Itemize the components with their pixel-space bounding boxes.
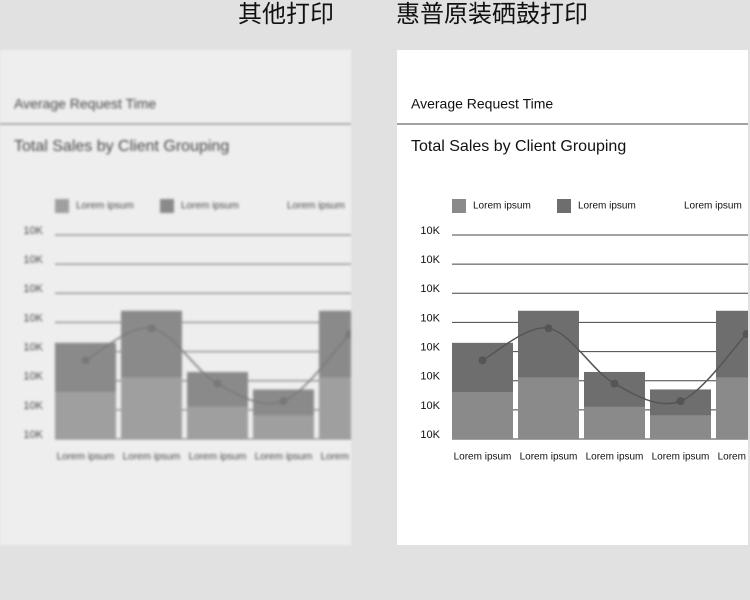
y-tick-label: 10K (23, 225, 43, 237)
x-tick-label: Lorem ipsum (57, 452, 115, 463)
line-point (610, 379, 619, 388)
legend-label: Lorem ipsum (287, 201, 345, 212)
y-tick-label: 10K (420, 225, 440, 237)
bar-segment (518, 377, 579, 439)
line-point (478, 356, 487, 365)
bar-segment (452, 392, 513, 439)
legend-swatch (452, 199, 466, 213)
chart-title: Total Sales by Client Grouping (14, 138, 229, 155)
bar-segment (716, 377, 748, 439)
chart-title: Total Sales by Client Grouping (411, 138, 626, 155)
x-tick-label: Lorem ipsum (652, 452, 710, 463)
bar-segment (716, 310, 748, 378)
y-tick-label: 10K (23, 254, 43, 266)
line-point (345, 330, 351, 339)
y-tick-label: 10K (420, 254, 440, 266)
y-tick-label: 10K (420, 429, 440, 441)
y-tick-label: 10K (23, 429, 43, 441)
y-tick-label: 10K (420, 341, 440, 353)
line-point (742, 330, 748, 339)
line-point (213, 379, 222, 388)
y-tick-label: 10K (23, 371, 43, 383)
line-point (147, 324, 156, 333)
y-tick-label: 10K (420, 400, 440, 412)
legend-label: Lorem ipsum (181, 201, 239, 212)
panel-blurred: Average Request Time Total Sales by Clien… (0, 50, 351, 545)
y-tick-label: 10K (420, 371, 440, 383)
line-point (544, 324, 553, 333)
x-tick-label: Lorem ipsum (586, 452, 644, 463)
panel-bg (0, 50, 351, 545)
bar-segment (584, 371, 645, 407)
y-tick-label: 10K (420, 283, 440, 295)
panel-bg (397, 50, 748, 545)
heading: Average Request Time (411, 96, 553, 112)
y-tick-label: 10K (23, 341, 43, 353)
legend-label: Lorem ipsum (473, 201, 531, 212)
bar-segment (650, 415, 711, 439)
legend-swatch (55, 199, 69, 213)
bar-segment (187, 406, 248, 439)
bar-segment (319, 377, 351, 439)
bar-segment (55, 392, 116, 439)
y-tick-label: 10K (23, 400, 43, 412)
legend-label: Lorem ipsum (76, 201, 134, 212)
bar-segment (55, 342, 116, 393)
bar-segment (121, 377, 182, 439)
x-tick-label: Lorem ipsum (718, 452, 748, 463)
caption: 惠普原装硒鼓打印 (396, 1, 588, 28)
y-tick-label: 10K (23, 312, 43, 324)
bar-segment (121, 310, 182, 378)
x-tick-label: Lorem ipsum (321, 452, 351, 463)
bar-segment (518, 310, 579, 378)
legend-swatch (160, 199, 174, 213)
legend-swatch (557, 199, 571, 213)
x-tick-label: Lorem ipsum (520, 452, 578, 463)
bar-segment (584, 406, 645, 439)
line-point (279, 397, 288, 406)
line-point (81, 356, 90, 365)
bar-segment (187, 371, 248, 407)
bar-segment (452, 342, 513, 393)
bar-segment (319, 310, 351, 378)
x-tick-label: Lorem ipsum (454, 452, 512, 463)
x-tick-label: Lorem ipsum (123, 452, 181, 463)
caption: 其他打印 (238, 1, 334, 28)
legend-label: Lorem ipsum (578, 201, 636, 212)
x-tick-label: Lorem ipsum (255, 452, 313, 463)
x-tick-label: Lorem ipsum (189, 452, 247, 463)
panel-sharp: Average Request Time Total Sales by Clien… (397, 50, 748, 545)
y-tick-label: 10K (23, 283, 43, 295)
legend-label: Lorem ipsum (684, 201, 742, 212)
y-tick-label: 10K (420, 312, 440, 324)
line-point (676, 397, 685, 406)
bar-segment (253, 415, 314, 439)
heading: Average Request Time (14, 96, 156, 112)
